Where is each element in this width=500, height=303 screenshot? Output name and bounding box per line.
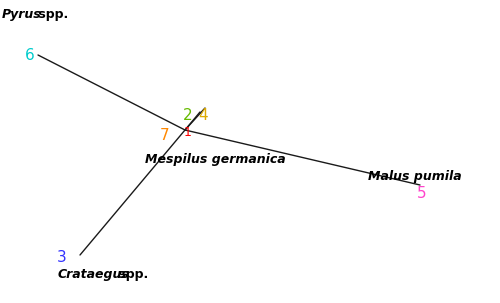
Text: 4: 4: [198, 108, 208, 122]
Text: spp.: spp.: [34, 8, 68, 21]
Text: spp.: spp.: [114, 268, 148, 281]
Text: Pyrus: Pyrus: [2, 8, 42, 21]
Text: Mespilus germanica: Mespilus germanica: [145, 153, 286, 166]
Text: Malus pumila: Malus pumila: [368, 170, 462, 183]
Text: 6: 6: [25, 48, 35, 64]
Text: Crataegus: Crataegus: [58, 268, 130, 281]
Text: 3: 3: [57, 249, 67, 265]
Text: 5: 5: [417, 185, 427, 201]
Text: 1: 1: [184, 126, 192, 139]
Text: 2: 2: [183, 108, 193, 122]
Text: 7: 7: [160, 128, 170, 142]
